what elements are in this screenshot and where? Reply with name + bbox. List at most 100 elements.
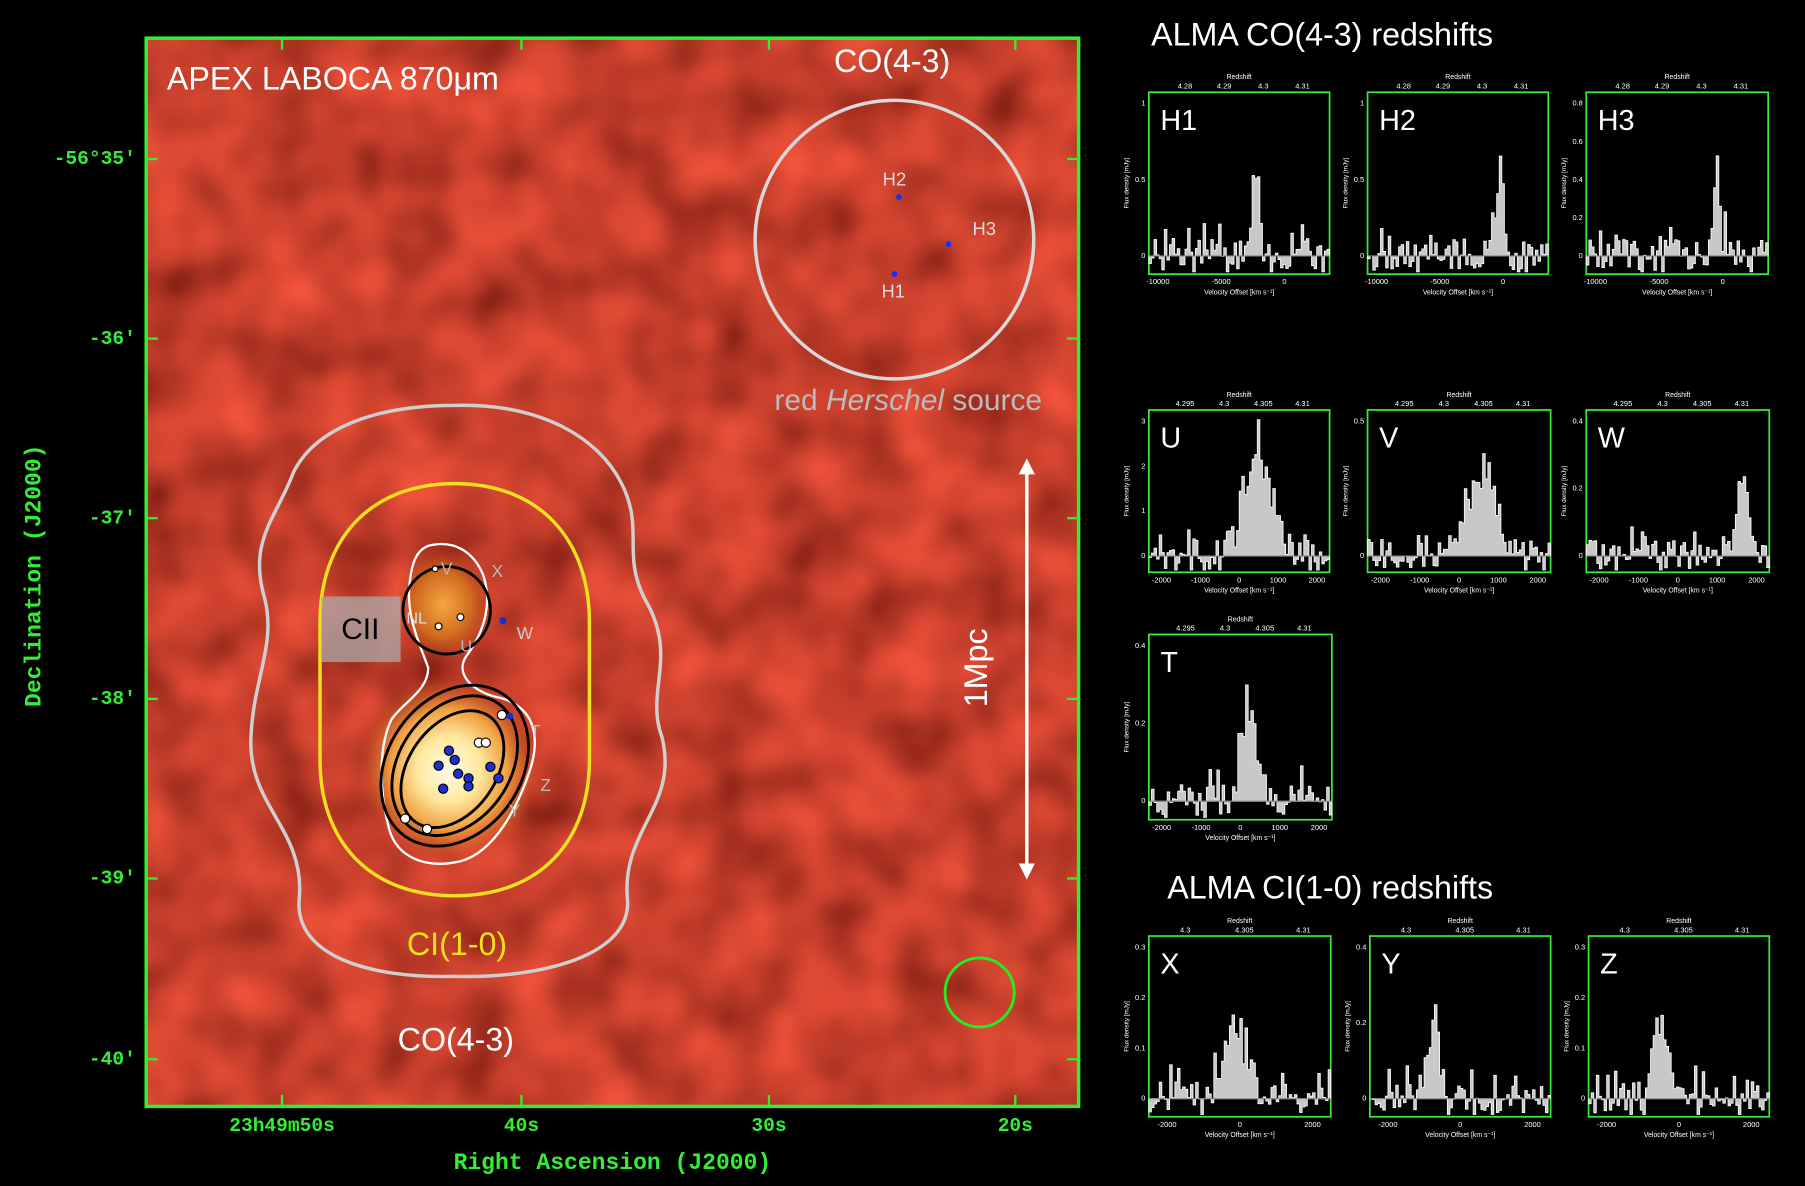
panel-top-axis-title: Redshift: [1227, 918, 1252, 925]
panel-y-tick: 0: [1360, 551, 1364, 560]
annotation-co-top: CO(4-3): [834, 43, 950, 79]
panel-left-axis-title: Flux density [mJy]: [1561, 158, 1568, 209]
panel-bottom-tick: -2000: [1378, 1120, 1397, 1129]
panel-y-tick: 0.3: [1575, 943, 1585, 952]
panel-top-tick: 4.305: [1235, 925, 1254, 934]
map-title: APEX LABOCA 870μm: [167, 60, 499, 96]
annotation-u: U: [460, 637, 472, 655]
panel-y-tick: 3: [1141, 416, 1145, 425]
panel-top-tick: 4.295: [1176, 399, 1195, 408]
panel-y-tick: 0.2: [1135, 719, 1145, 728]
panel-y-tick: 0.1: [1135, 1043, 1145, 1052]
panel-top-tick: 4.305: [1674, 925, 1693, 934]
annotation-h1: H1: [882, 280, 906, 301]
panel-top-tick: 4.3: [1180, 925, 1190, 934]
panel-top-tick: 4.3: [1439, 399, 1449, 408]
annotation-h3: H3: [972, 218, 996, 239]
panel-y-tick: 0.5: [1354, 416, 1364, 425]
x-tick-label: 20s: [998, 1115, 1033, 1137]
panel-top-tick: 4.31: [1734, 81, 1749, 90]
panel-top-tick: 4.31: [1296, 925, 1311, 934]
y-tick-label: -40′: [89, 1048, 136, 1070]
panel-y-tick: 0: [1362, 1094, 1366, 1103]
panel-bottom-tick: 1000: [1271, 823, 1288, 832]
herschel-label-part: Herschel: [826, 384, 945, 417]
panel-bottom-tick: -2000: [1157, 1120, 1176, 1129]
panel-bottom-tick: -5000: [1430, 277, 1449, 286]
panel-top-axis-title: Redshift: [1445, 74, 1470, 81]
panel-bottom-axis-title: Velocity Offset [km s⁻¹]: [1423, 289, 1493, 296]
panel-bottom-tick: -2000: [1152, 575, 1171, 584]
panel-top-tick: 4.3: [1477, 81, 1487, 90]
panel-top-axis-title: Redshift: [1448, 918, 1473, 925]
panel-left-axis-title: Flux density [mJy]: [1342, 158, 1349, 209]
panel-bottom-tick: 2000: [1748, 575, 1765, 584]
panel-top-tick: 4.3: [1620, 925, 1630, 934]
panel-y-tick: 0: [1579, 551, 1583, 560]
panel-y-tick: 0: [1360, 251, 1364, 260]
panel-top-tick: 4.3: [1219, 399, 1229, 408]
panel-left-axis-title: Flux density [mJy]: [1561, 466, 1568, 517]
ci-spectra-title: ALMA CI(1-0) redshifts: [1167, 870, 1493, 906]
panel-label: Y: [1381, 949, 1400, 981]
panel-top-tick: 4.295: [1395, 399, 1414, 408]
panel-y-tick: 0.3: [1135, 943, 1145, 952]
panel-y-tick: 0: [1581, 1094, 1585, 1103]
panel-bottom-tick: 2000: [1309, 575, 1326, 584]
panel-top-tick: 4.28: [1396, 81, 1411, 90]
panel-bottom-tick: 1000: [1490, 575, 1507, 584]
panel-bottom-tick: 2000: [1743, 1120, 1760, 1129]
panel-bottom-tick: -2000: [1597, 1120, 1616, 1129]
panel-label: Z: [1600, 949, 1618, 981]
panel-label: H3: [1598, 105, 1635, 137]
panel-bottom-tick: -2000: [1371, 575, 1390, 584]
x-tick-label: 40s: [504, 1115, 539, 1137]
panel-y-tick: 0: [1141, 251, 1145, 260]
x-axis-label: Right Ascension (J2000): [454, 1150, 772, 1176]
panel-bottom-tick: 0: [1457, 575, 1461, 584]
panel-y-tick: 0.4: [1135, 641, 1145, 650]
panel-y-tick: 2: [1141, 461, 1145, 470]
y-tick-label: -56°35′: [54, 148, 136, 170]
panel-bottom-tick: 0: [1458, 1120, 1462, 1129]
panel-top-axis-title: Redshift: [1665, 392, 1690, 399]
panel-top-tick: 4.31: [1514, 81, 1529, 90]
panel-bottom-tick: -10000: [1365, 277, 1388, 286]
panel-bottom-axis-title: Velocity Offset [km s⁻¹]: [1204, 289, 1274, 296]
panel-label: H2: [1379, 105, 1416, 137]
panel-bottom-axis-title: Velocity Offset [km s⁻¹]: [1642, 289, 1712, 296]
panel-bottom-tick: 0: [1237, 575, 1241, 584]
panel-top-tick: 4.3: [1258, 81, 1268, 90]
panel-y-tick: 0.6: [1572, 137, 1582, 146]
annotation-cii: CII: [341, 613, 379, 646]
panel-left-axis-title: Flux density [mJy]: [1345, 1001, 1352, 1052]
y-tick-label: -39′: [89, 868, 136, 890]
panel-top-tick: 4.305: [1474, 399, 1493, 408]
panel-top-tick: 4.305: [1693, 399, 1712, 408]
panel-bottom-tick: -10000: [1584, 277, 1607, 286]
panel-left-axis-title: Flux density [mJy]: [1124, 466, 1131, 517]
annotation-x: X: [492, 561, 504, 581]
panel-y-tick: 0.2: [1135, 993, 1145, 1002]
panel-top-tick: 4.31: [1516, 925, 1531, 934]
x-tick-label: 30s: [751, 1115, 786, 1137]
panel-left-axis-title: Flux density [mJy]: [1563, 1001, 1570, 1052]
panel-top-tick: 4.28: [1178, 81, 1193, 90]
panel-y-tick: 0: [1141, 796, 1145, 805]
panel-top-tick: 4.3: [1220, 624, 1230, 633]
panel-top-tick: 4.295: [1176, 624, 1195, 633]
page: {"map":{"title":"APEX LABOCA 870μm","x_a…: [0, 0, 1805, 1186]
panel-bottom-tick: -2000: [1152, 823, 1171, 832]
herschel-label-part: source: [944, 384, 1042, 417]
panel-bottom-tick: -5000: [1649, 277, 1668, 286]
y-tick-label: -36′: [89, 328, 136, 350]
panel-bottom-axis-title: Velocity Offset [km s⁻¹]: [1643, 588, 1713, 595]
panel-y-tick: 0.2: [1572, 484, 1582, 493]
y-tick-label: -38′: [89, 688, 136, 710]
panel-bottom-axis-title: Velocity Offset [km s⁻¹]: [1205, 835, 1275, 842]
panel-bottom-tick: -1000: [1191, 575, 1210, 584]
panel-label: H1: [1160, 105, 1197, 137]
panel-top-tick: 4.295: [1614, 399, 1633, 408]
annotation-z: Z: [540, 775, 551, 795]
panel-y-tick: 0.4: [1356, 943, 1366, 952]
